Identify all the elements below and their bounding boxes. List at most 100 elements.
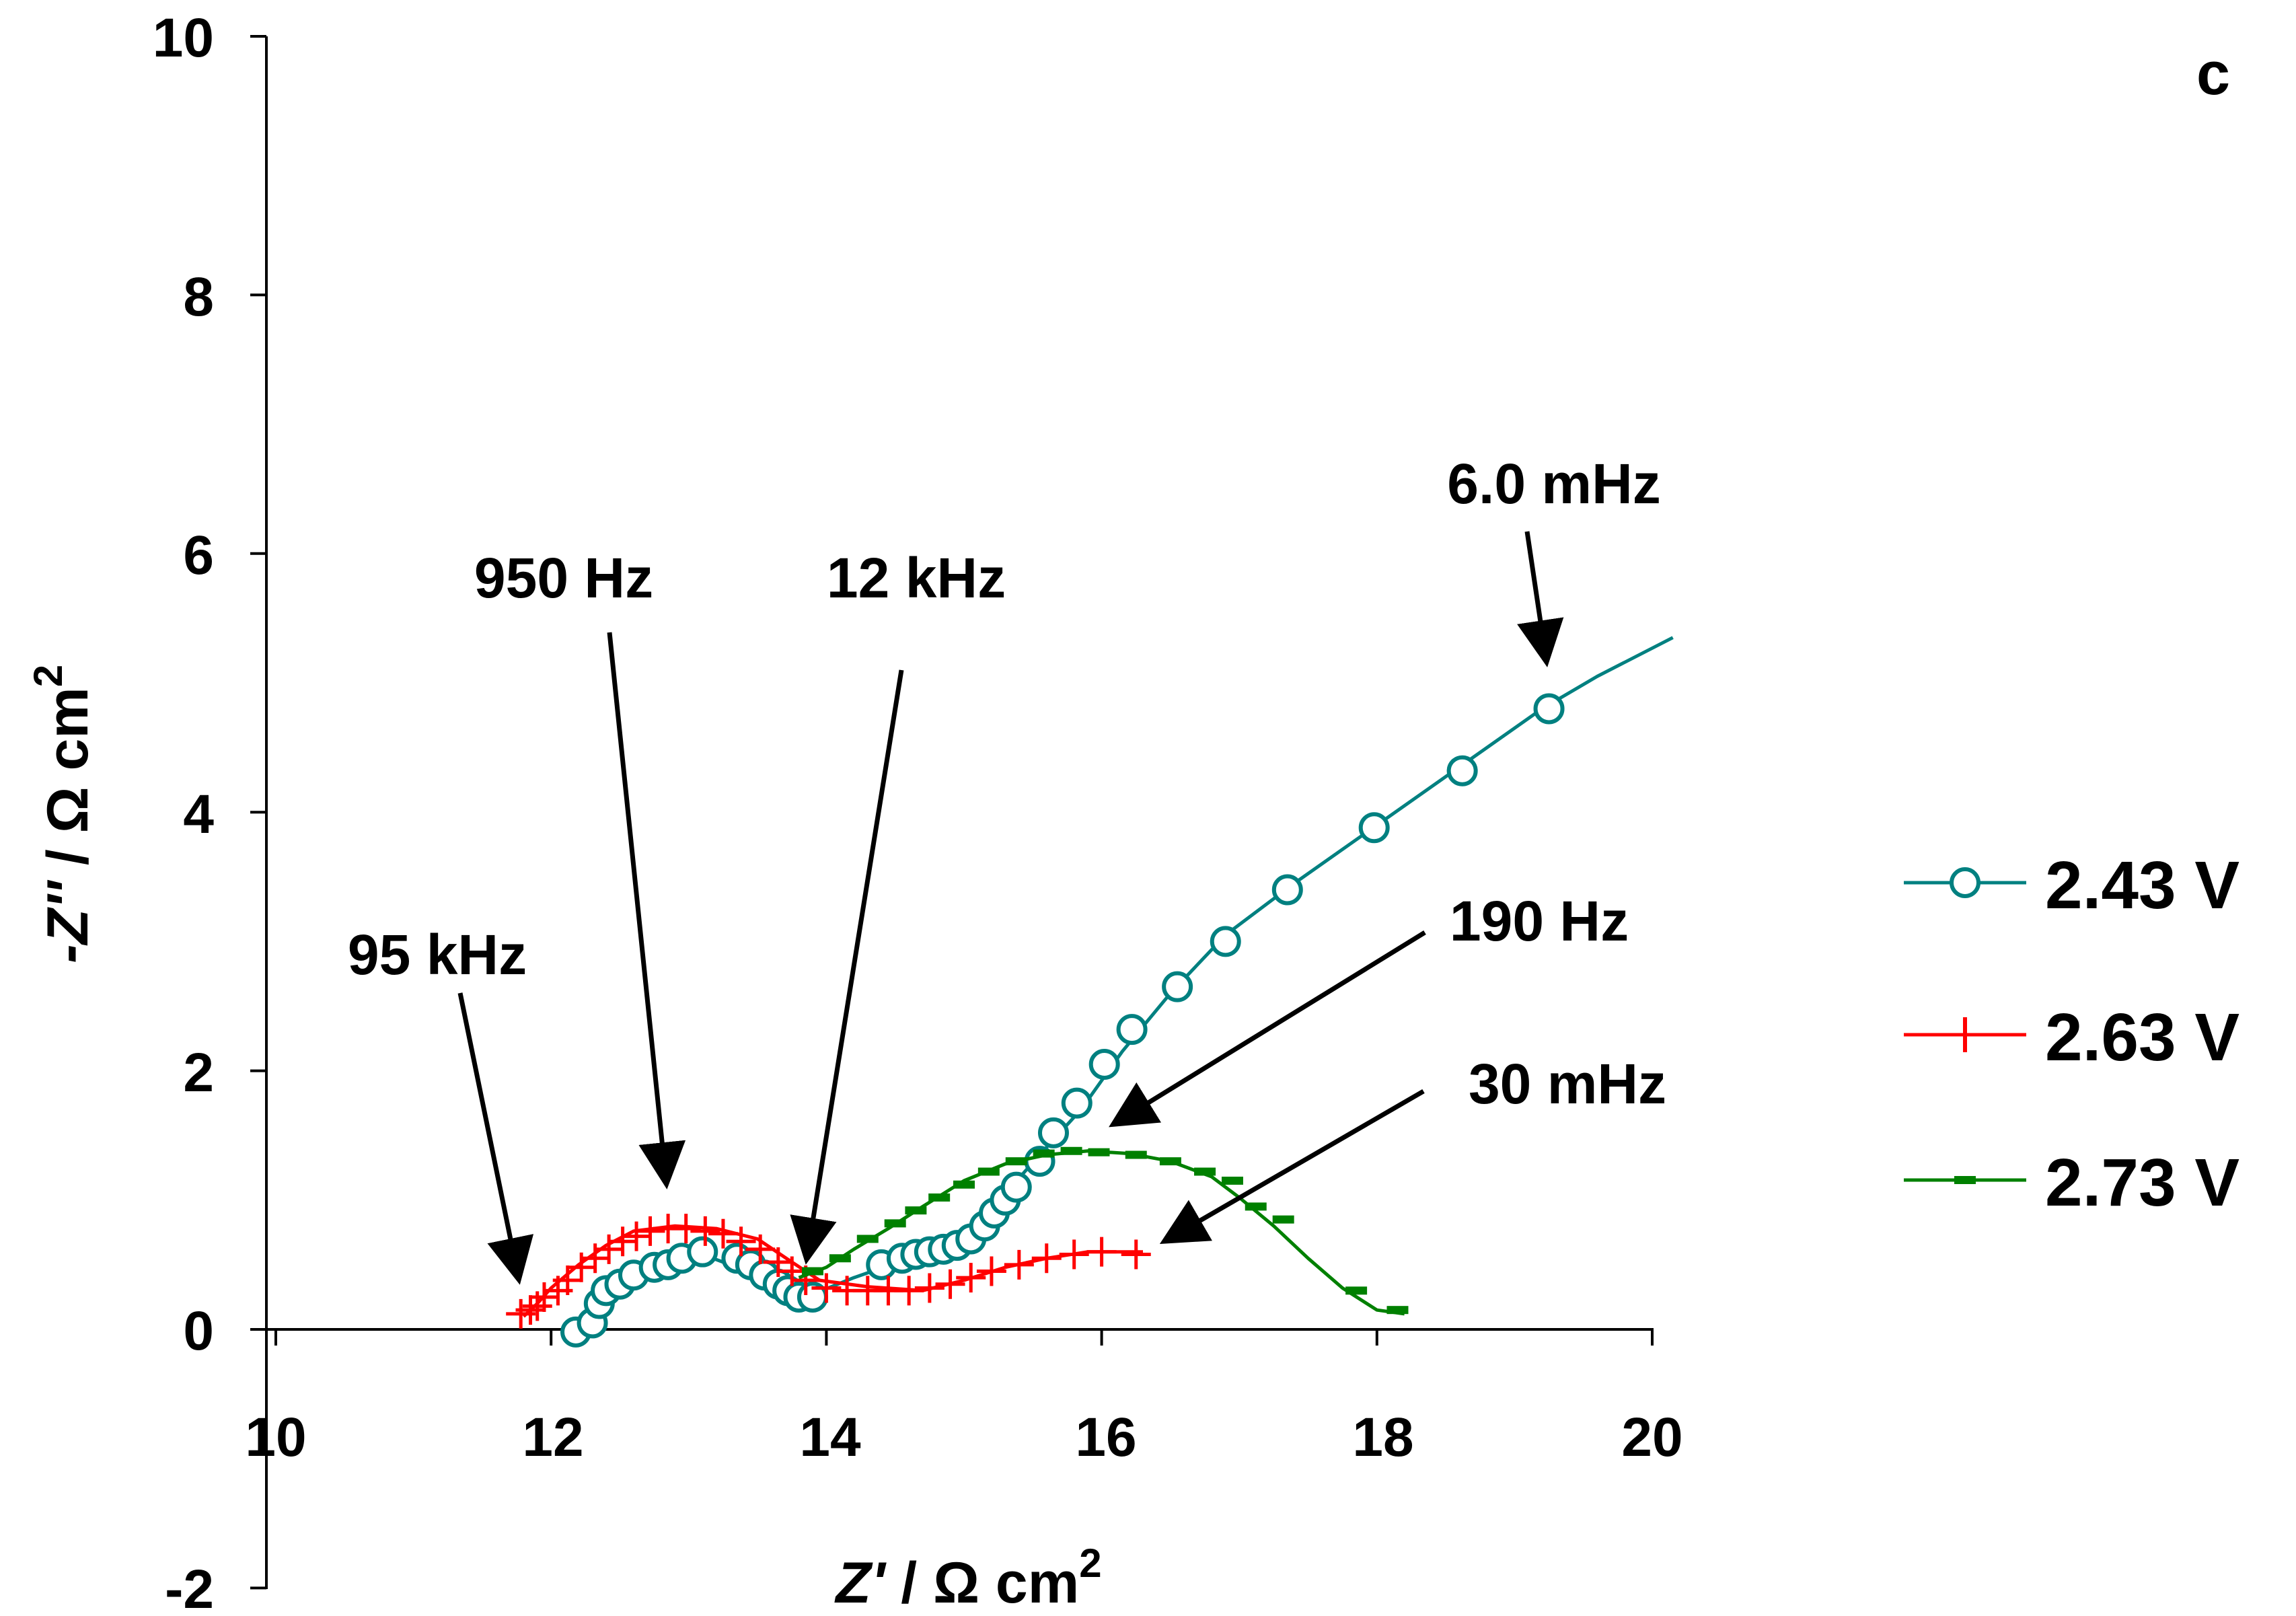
y-tick-label: 10 <box>153 7 214 69</box>
panel-label: c <box>2196 40 2230 108</box>
data-point-dash <box>1194 1167 1216 1176</box>
arrow-950hz <box>607 632 686 1189</box>
x-tick-marks <box>274 1329 1654 1346</box>
data-point-plus <box>745 1234 776 1264</box>
x-tick-label: 12 <box>522 1407 583 1468</box>
data-point-plus <box>894 1276 924 1306</box>
data-point-dash <box>1386 1306 1409 1315</box>
annotation-6mhz: 6.0 mHz <box>1447 452 1660 515</box>
data-point-circle <box>1446 755 1478 786</box>
legend-item-2-43v: 2.43 V <box>1904 848 2239 923</box>
y-tick-label: 2 <box>183 1042 214 1103</box>
data-point-plus <box>811 1273 842 1303</box>
data-point-circle <box>1000 1171 1032 1203</box>
series-2-43-v <box>560 636 1674 1348</box>
y-tick-label: 4 <box>183 784 214 845</box>
annotation-95khz: 95 kHz <box>348 923 527 986</box>
legend-label-2-43v: 2.43 V <box>2045 848 2239 923</box>
data-point-dash <box>801 1267 823 1276</box>
data-point-circle <box>1116 1014 1148 1045</box>
data-point-dash <box>1005 1157 1027 1166</box>
arrow-95khz <box>457 992 534 1285</box>
x-tick-labels: 10 12 14 16 18 20 <box>245 1407 1682 1468</box>
data-point-dash <box>1125 1150 1147 1159</box>
data-point-dash <box>829 1254 851 1263</box>
x-tick-label: 18 <box>1352 1407 1413 1468</box>
x-tick-label: 16 <box>1075 1407 1136 1468</box>
arrow-30mhz <box>1159 1089 1425 1245</box>
data-point-plus <box>976 1256 1006 1286</box>
annotation-12khz: 12 kHz <box>827 546 1006 610</box>
data-point-circle <box>1533 693 1565 725</box>
axes <box>250 35 1654 1590</box>
legend-marker-dash <box>1954 1176 1976 1184</box>
y-tick-label: -2 <box>165 1559 214 1616</box>
data-point-plus <box>607 1226 638 1257</box>
annotation-950hz: 950 Hz <box>474 546 653 610</box>
data-point-dash <box>1159 1157 1181 1166</box>
legend-marker-circle <box>1950 867 1980 898</box>
data-point-dash <box>1033 1149 1055 1158</box>
data-point-plus <box>671 1214 701 1244</box>
x-tick-label: 10 <box>245 1407 306 1468</box>
data-point-dash <box>1088 1148 1110 1156</box>
y-tick-label: 0 <box>183 1300 214 1362</box>
data-series <box>506 636 1674 1348</box>
y-axis-title: -Z'' / Ω cm2 <box>26 665 100 963</box>
data-point-plus <box>935 1269 965 1299</box>
arrow-12khz <box>790 669 904 1265</box>
data-point-plus <box>1059 1239 1089 1270</box>
data-point-circle <box>1271 874 1303 906</box>
arrow-190hz <box>1109 930 1426 1128</box>
data-point-dash <box>953 1180 975 1189</box>
data-point-dash <box>928 1193 951 1202</box>
data-point-plus <box>1004 1249 1034 1280</box>
frequency-annotations: 95 kHz 950 Hz 12 kHz 6.0 mHz 190 Hz 30 m… <box>348 452 1666 1285</box>
data-point-plus <box>1121 1239 1151 1270</box>
data-point-circle <box>1037 1117 1069 1148</box>
data-point-circle <box>1210 926 1241 957</box>
data-point-circle <box>1061 1087 1093 1119</box>
data-point-plus <box>708 1218 738 1249</box>
data-point-dash <box>1245 1202 1267 1211</box>
data-point-circle <box>1162 971 1193 1002</box>
annotation-30mhz: 30 mHz <box>1469 1052 1666 1115</box>
data-point-plus <box>635 1216 665 1246</box>
data-point-plus <box>914 1273 945 1303</box>
data-point-plus <box>529 1282 559 1312</box>
x-tick-label: 14 <box>799 1407 861 1468</box>
data-point-circle <box>687 1236 718 1268</box>
legend-label-2-63v: 2.63 V <box>2045 1000 2239 1075</box>
data-point-plus <box>622 1221 652 1251</box>
data-point-circle <box>1088 1048 1120 1080</box>
data-point-circle <box>1358 812 1390 844</box>
data-point-dash <box>905 1206 927 1215</box>
data-point-plus <box>515 1295 546 1325</box>
y-tick-labels: -2 0 2 4 6 8 10 <box>153 7 215 1616</box>
y-tick-label: 8 <box>183 266 214 328</box>
data-point-dash <box>856 1235 879 1243</box>
annotation-190hz: 190 Hz <box>1450 889 1629 953</box>
y-tick-marks <box>250 35 266 1590</box>
data-point-plus <box>594 1234 624 1264</box>
data-point-plus <box>1086 1237 1117 1267</box>
data-point-plus <box>552 1265 583 1295</box>
data-point-dash <box>977 1167 1000 1176</box>
x-axis-title: Z' / Ω cm2 <box>834 1541 1101 1615</box>
legend-item-2-63v: 2.63 V <box>1904 1000 2239 1075</box>
arrow-6mhz <box>1517 531 1564 667</box>
legend-item-2-73v: 2.73 V <box>1904 1145 2239 1220</box>
data-point-dash <box>1345 1286 1368 1295</box>
data-point-dash <box>1060 1146 1082 1155</box>
data-point-plus <box>1031 1243 1062 1274</box>
legend: 2.43 V 2.63 V 2.73 V <box>1904 848 2239 1220</box>
series-2-63-v <box>506 1214 1151 1329</box>
legend-label-2-73v: 2.73 V <box>2045 1145 2239 1220</box>
data-point-plus <box>690 1216 720 1246</box>
x-tick-label: 20 <box>1621 1407 1682 1468</box>
data-point-dash <box>884 1219 906 1228</box>
data-point-plus <box>726 1226 756 1257</box>
series-line <box>577 636 1674 1337</box>
data-point-dash <box>1221 1176 1243 1185</box>
